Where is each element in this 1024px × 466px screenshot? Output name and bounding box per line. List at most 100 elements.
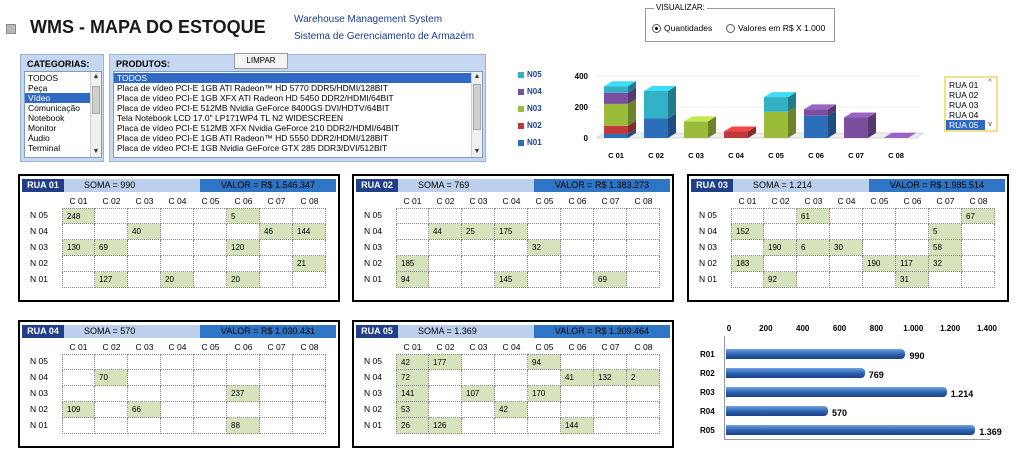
column-header: C 02 bbox=[102, 196, 121, 206]
stock-cell bbox=[561, 354, 594, 370]
rua-selector-item[interactable]: RUA 01 bbox=[949, 80, 979, 90]
stock-cell bbox=[627, 402, 660, 418]
produto-item[interactable]: Placa de vídeo PCI-E 1GB XFX ATI Radeon … bbox=[117, 93, 394, 103]
legend-label: N05 bbox=[527, 70, 542, 79]
scroll-thumb[interactable] bbox=[92, 86, 100, 114]
column-header: C 08 bbox=[634, 342, 653, 352]
stock-cell bbox=[962, 224, 995, 240]
stock-cell: 30 bbox=[830, 240, 863, 256]
level-header: N 01 bbox=[364, 420, 382, 430]
bar-segment-n05 bbox=[604, 86, 628, 93]
stock-cell bbox=[528, 418, 561, 434]
stock-cell bbox=[227, 224, 260, 240]
subtitle-portuguese: Sistema de Gerenciamento de Armazém bbox=[294, 31, 475, 42]
categoria-item[interactable]: Peça bbox=[28, 83, 48, 93]
categoria-item[interactable]: TODOS bbox=[28, 73, 59, 83]
column-header: C 08 bbox=[969, 196, 988, 206]
level-header: N 05 bbox=[364, 356, 382, 366]
stock-cell bbox=[128, 386, 161, 402]
hbar-value-label: 1.214 bbox=[950, 389, 974, 399]
stock-cell bbox=[293, 240, 326, 256]
stock-cell bbox=[161, 240, 194, 256]
produtos-listbox[interactable]: TODOS Placa de vídeo PCI-E 1GB ATI Radeon… bbox=[113, 71, 483, 158]
bar-side-n01 bbox=[668, 113, 676, 138]
stock-cell bbox=[293, 386, 326, 402]
produto-item[interactable]: Placa de vídeo PCI-E 512MB XFX Nvidia Ge… bbox=[117, 123, 400, 133]
stock-cell bbox=[194, 224, 227, 240]
scroll-down-icon[interactable]: v bbox=[988, 121, 992, 128]
bar-side-n05 bbox=[788, 92, 796, 112]
scroll-up-icon[interactable]: ▲ bbox=[473, 73, 481, 80]
stock-cell bbox=[830, 224, 863, 240]
rua-scrollbar[interactable]: ^ v bbox=[985, 78, 996, 130]
rua-selector-item[interactable]: RUA 03 bbox=[949, 100, 979, 110]
scroll-thumb[interactable] bbox=[473, 84, 481, 130]
stock-cell: 144 bbox=[561, 418, 594, 434]
categorias-scrollbar[interactable]: ▲ ▼ bbox=[90, 72, 101, 157]
radio-quantidades[interactable]: Quantidades bbox=[652, 23, 712, 33]
stock-cell bbox=[95, 256, 128, 272]
scroll-down-icon[interactable]: ▼ bbox=[92, 148, 100, 155]
legend-label: N03 bbox=[527, 104, 542, 113]
stock-cell: 126 bbox=[429, 418, 462, 434]
hbar-value-label: 990 bbox=[909, 351, 925, 361]
produto-item[interactable]: Placa de vídeo PCI-E 1GB Nvidia GeForce … bbox=[117, 143, 388, 153]
categoria-item[interactable]: Notebook bbox=[28, 113, 65, 123]
stock-cell bbox=[128, 354, 161, 370]
stock-cell bbox=[227, 256, 260, 272]
stock-cell bbox=[194, 354, 227, 370]
x-tick-label: C 06 bbox=[808, 151, 824, 160]
stock-cell bbox=[194, 418, 227, 434]
rua-selector-item[interactable]: RUA 04 bbox=[949, 110, 979, 120]
stock-cell: 141 bbox=[396, 386, 429, 402]
scroll-up-icon[interactable]: ▲ bbox=[92, 73, 100, 80]
categoria-item[interactable]: Áudio bbox=[28, 133, 50, 143]
rua-selector-item[interactable]: RUA 05 bbox=[946, 120, 985, 130]
limpar-button[interactable]: LIMPAR bbox=[234, 53, 288, 69]
stock-cell bbox=[429, 272, 462, 288]
stock-cell: 72 bbox=[396, 370, 429, 386]
rua-header: RUA 02 SOMA = 769 VALOR = R$ 1.383.273 bbox=[356, 179, 670, 192]
legend-item-n04: N04 bbox=[518, 87, 542, 96]
categoria-item[interactable]: Comunicação bbox=[28, 103, 80, 113]
produto-item[interactable]: Placa de vídeo PCI-E 1GB ATI Radeon™ HD … bbox=[117, 83, 389, 93]
stock-cell bbox=[764, 256, 797, 272]
categoria-item[interactable]: Monitor bbox=[28, 123, 57, 133]
stock-cell bbox=[528, 272, 561, 288]
stock-cell bbox=[293, 370, 326, 386]
stock-cell bbox=[627, 240, 660, 256]
stock-cell bbox=[627, 208, 660, 224]
legend-label: N04 bbox=[527, 87, 542, 96]
column-header: C 05 bbox=[201, 342, 220, 352]
stock-cell bbox=[764, 208, 797, 224]
column-header: C 04 bbox=[502, 342, 521, 352]
produto-item[interactable]: Tela Notebook LCD 17.0" LP171WP4 TL N2 W… bbox=[117, 113, 344, 123]
stock-cell: 42 bbox=[495, 402, 528, 418]
rua-selector-item[interactable]: RUA 02 bbox=[949, 90, 979, 100]
stock-cell bbox=[62, 224, 95, 240]
produto-item[interactable]: Placa de vídeo PCI-E 1GB ATI Radeon™ HD … bbox=[117, 133, 389, 143]
bar-side-n02 bbox=[628, 120, 636, 134]
level-header: N 05 bbox=[364, 210, 382, 220]
produto-item[interactable]: Placa de vídeo PCI-E 512MB Nvidia GeForc… bbox=[117, 103, 390, 113]
categoria-item[interactable]: Terminal bbox=[28, 143, 61, 153]
rua-selector-listbox[interactable]: RUA 01 RUA 02 RUA 03 RUA 04 RUA 05 ^ v bbox=[944, 76, 998, 132]
categorias-listbox[interactable]: TODOS Peça Vídeo Comunicação Notebook Monitor… bbox=[24, 71, 102, 158]
stock-cell bbox=[128, 240, 161, 256]
produto-item[interactable]: TODOS bbox=[114, 73, 471, 83]
stock-cell bbox=[128, 208, 161, 224]
bar-top bbox=[724, 126, 756, 132]
column-header: C 04 bbox=[837, 196, 856, 206]
scroll-up-icon[interactable]: ^ bbox=[988, 79, 992, 86]
radio-selected-icon bbox=[652, 23, 661, 33]
radio-valores[interactable]: Valores em R$ X 1.000 bbox=[726, 23, 825, 33]
stock-cell bbox=[731, 240, 764, 256]
produtos-scrollbar[interactable]: ▲ ▼ bbox=[471, 72, 482, 157]
stock-cell bbox=[528, 224, 561, 240]
scroll-down-icon[interactable]: ▼ bbox=[473, 148, 481, 155]
stock-cell: 69 bbox=[95, 240, 128, 256]
categoria-item[interactable]: Vídeo bbox=[25, 93, 90, 103]
stock-cell bbox=[528, 370, 561, 386]
stock-cell bbox=[594, 208, 627, 224]
stock-cell bbox=[561, 240, 594, 256]
